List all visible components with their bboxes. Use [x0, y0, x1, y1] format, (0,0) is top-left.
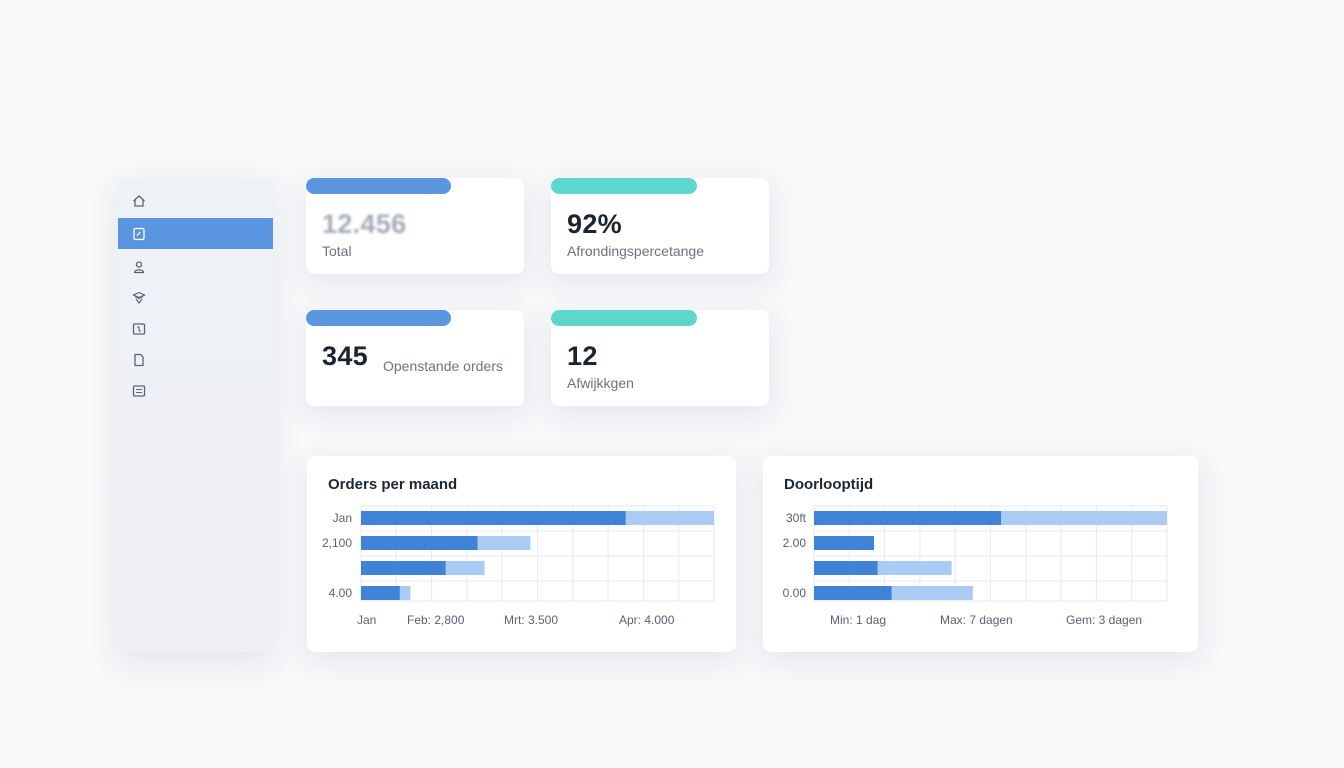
chart-title: Doorlooptijd [784, 476, 874, 493]
bar-primary [361, 586, 400, 600]
bar-primary [814, 586, 892, 600]
bar-secondary [1001, 511, 1167, 525]
y-tick-label: Jan [333, 511, 352, 525]
y-tick-label: 30ft [786, 511, 807, 525]
card-accent-bar [551, 310, 697, 326]
bar-primary [814, 511, 1002, 525]
bar-primary [361, 511, 626, 525]
x-footer-label: Max: 7 dagen [940, 613, 1013, 627]
x-footer-label: Mrt: 3.500 [504, 613, 558, 627]
report-icon [132, 322, 146, 335]
x-footer-label: Gem: 3 dagen [1066, 613, 1142, 627]
bar-primary [361, 561, 446, 575]
card-accent-bar [306, 310, 451, 326]
y-tick-label: 2.00 [783, 536, 807, 550]
bar-primary [361, 536, 478, 550]
sidebar-item-user[interactable] [118, 251, 273, 282]
stat-value: 12.456 [322, 209, 407, 239]
sidebar-item-home[interactable] [118, 185, 273, 216]
chart-card-lead-time: Doorlooptijd 30ft 2.00 0.00 Min: 1 dag Max: … [763, 456, 1198, 652]
orders-chart: Jan 2,100 4.00 Jan Feb: 2,800 Mrt: 3.500 Apr: … [322, 505, 715, 627]
sidebar [118, 178, 273, 652]
bar-secondary [477, 536, 531, 550]
sidebar-item-file[interactable] [118, 344, 273, 375]
stat-card-completion: 92% Afrondingspercetange [551, 178, 769, 274]
stat-label: Total [322, 243, 352, 259]
chart-card-orders: Orders per maand Jan 2,100 4.00 Jan Feb: 2,8… [307, 456, 736, 652]
x-footer-label: Jan [357, 613, 376, 627]
sidebar-item-document[interactable] [118, 218, 273, 249]
stat-label: Afwijkkgen [567, 375, 634, 391]
list-icon [132, 384, 146, 397]
bar-secondary [891, 586, 973, 600]
x-footer-label: Min: 1 dag [830, 613, 886, 627]
bar-primary [814, 561, 878, 575]
card-accent-bar [551, 178, 697, 194]
bar-secondary [399, 586, 411, 600]
document-icon [133, 227, 145, 240]
sidebar-item-box[interactable] [118, 282, 273, 313]
sidebar-item-list[interactable] [118, 375, 273, 406]
stat-label: Openstande orders [383, 358, 503, 374]
y-tick-label: 4.00 [329, 586, 353, 600]
stat-card-total: 12.456 Total [306, 178, 524, 274]
x-footer-label: Feb: 2,800 [407, 613, 465, 627]
x-footer-label: Apr: 4.000 [619, 613, 675, 627]
bar-secondary [445, 561, 485, 575]
y-tick-label: 2,100 [322, 536, 352, 550]
y-tick-label: 0.00 [783, 586, 807, 600]
chart-title: Orders per maand [328, 476, 458, 493]
lead-time-chart: 30ft 2.00 0.00 Min: 1 dag Max: 7 dagen Gem: 3… [783, 505, 1168, 627]
stat-card-open-orders: 345 Openstande orders [306, 310, 524, 406]
file-icon [134, 353, 144, 366]
user-icon [133, 260, 145, 273]
home-icon [133, 194, 145, 207]
bar-secondary [877, 561, 952, 575]
stat-value: 345 [322, 341, 368, 371]
card-accent-bar [306, 178, 451, 194]
stat-value: 12 [567, 341, 598, 371]
stat-label: Afrondingspercetange [567, 243, 704, 259]
box-icon [132, 291, 146, 304]
bar-primary [814, 536, 875, 550]
bar-secondary [625, 511, 714, 525]
stat-value: 92% [567, 209, 622, 239]
stat-card-deviations: 12 Afwijkkgen [551, 310, 769, 406]
sidebar-item-report[interactable] [118, 313, 273, 344]
